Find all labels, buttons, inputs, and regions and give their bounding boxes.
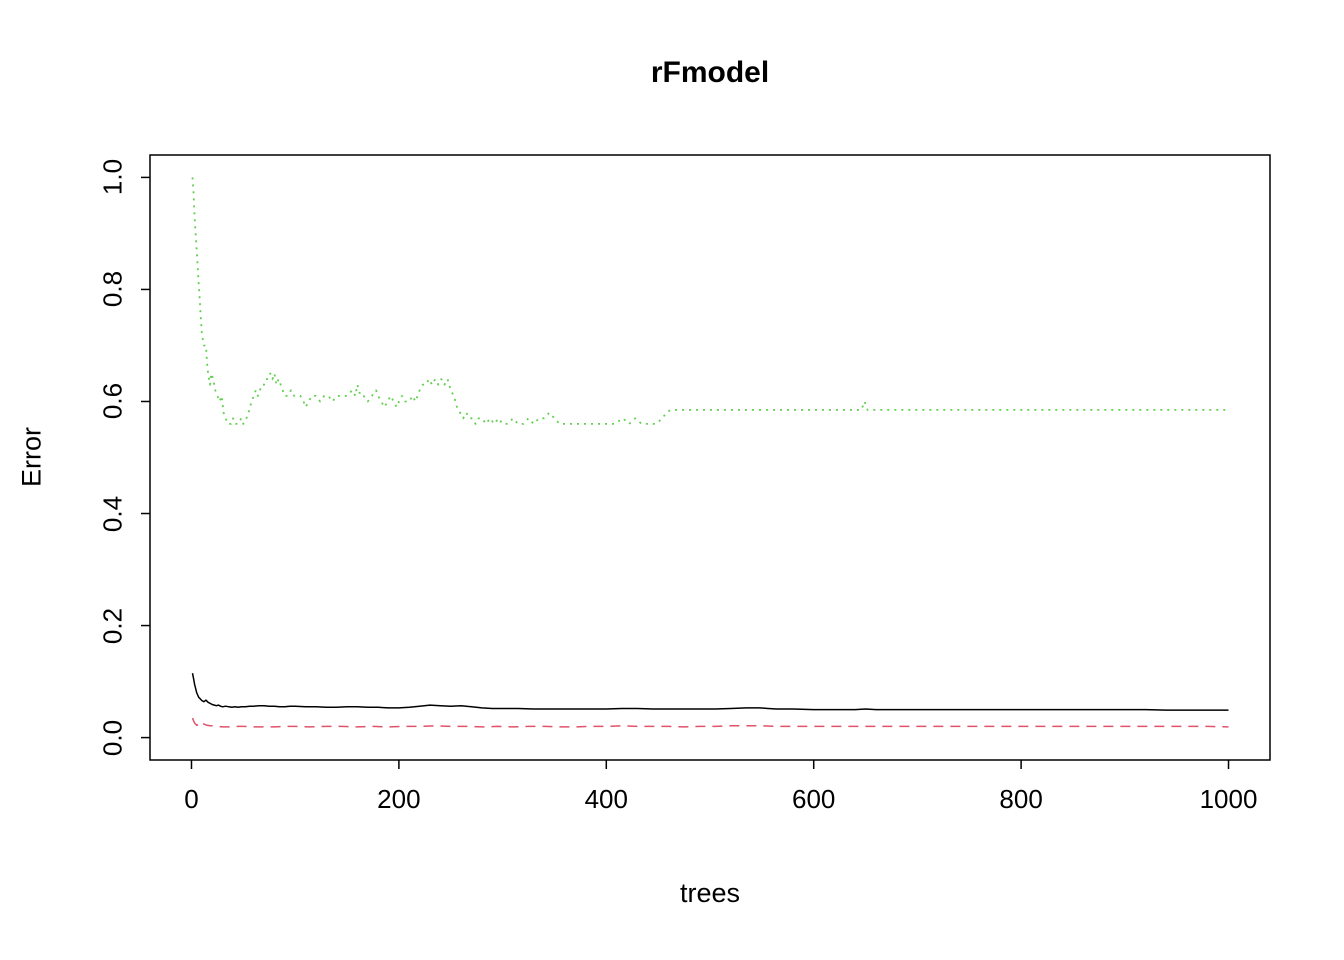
x-tick-label: 400 [584, 784, 628, 814]
y-tick-label: 0.8 [97, 271, 128, 308]
y-tick-label: 0.2 [97, 607, 128, 644]
oob-error-black-line [191, 673, 1229, 711]
class-error-red-line [191, 717, 1229, 728]
x-tick-label: 0 [184, 784, 199, 814]
x-tick-label: 600 [792, 784, 836, 814]
x-tick-label: 800 [999, 784, 1043, 814]
y-tick-label: 0.4 [97, 495, 128, 532]
x-tick-label: 1000 [1199, 784, 1258, 814]
y-axis-label: Error [16, 427, 47, 487]
plot-border-box [149, 154, 1271, 761]
y-tick-label: 0.0 [97, 719, 128, 756]
y-tick-label: 0.6 [97, 383, 128, 420]
y-tick-label: 1.0 [97, 159, 128, 196]
chart-title: rFmodel [650, 56, 770, 89]
x-axis-label: trees [679, 878, 741, 908]
class-error-green-line [191, 177, 1229, 425]
x-tick-label: 200 [377, 784, 421, 814]
